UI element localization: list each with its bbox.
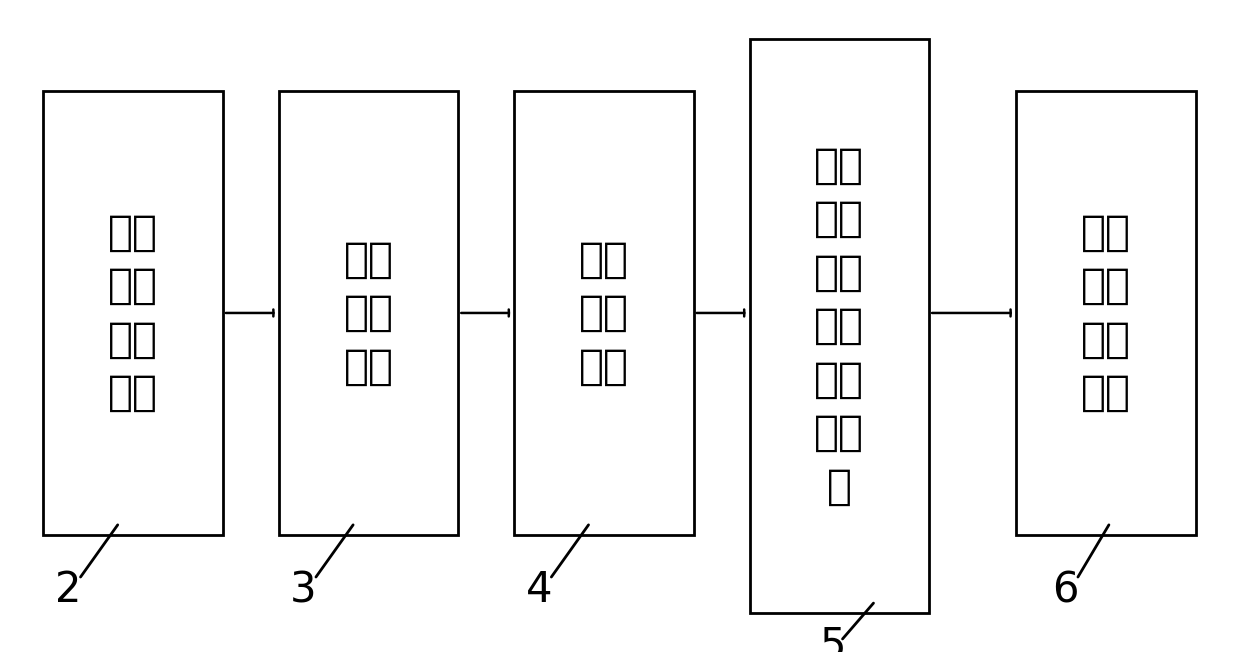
Text: 分相
延缓
电路: 分相 延缓 电路 xyxy=(343,239,394,387)
Bar xyxy=(1016,91,1196,535)
Text: 电弧
时间
测试
及显
示驱
动电
路: 电弧 时间 测试 及显 示驱 动电 路 xyxy=(814,144,865,508)
Text: 2: 2 xyxy=(55,569,82,611)
Bar xyxy=(514,91,694,535)
Bar xyxy=(750,39,929,613)
Text: 4: 4 xyxy=(525,569,553,611)
Text: 电弧
时间
显示
电路: 电弧 时间 显示 电路 xyxy=(1080,212,1131,414)
Text: 6: 6 xyxy=(1052,569,1079,611)
Bar xyxy=(43,91,223,535)
Text: 比较
输出
电路: 比较 输出 电路 xyxy=(579,239,629,387)
Bar xyxy=(279,91,458,535)
Text: 3: 3 xyxy=(290,569,317,611)
Text: 电压
信号
处理
电路: 电压 信号 处理 电路 xyxy=(108,212,159,414)
Text: 5: 5 xyxy=(819,625,846,652)
